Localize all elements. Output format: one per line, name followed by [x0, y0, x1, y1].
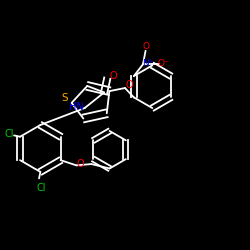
Text: Cl: Cl — [36, 182, 46, 192]
Text: O: O — [125, 80, 133, 90]
Text: O: O — [143, 42, 150, 50]
Text: Cl: Cl — [5, 129, 15, 139]
Text: O: O — [109, 70, 117, 81]
Text: O: O — [76, 159, 84, 169]
Text: S: S — [62, 93, 68, 103]
Text: HN: HN — [70, 102, 84, 112]
Text: O⁻: O⁻ — [158, 59, 170, 68]
Text: N⁺: N⁺ — [142, 58, 154, 68]
